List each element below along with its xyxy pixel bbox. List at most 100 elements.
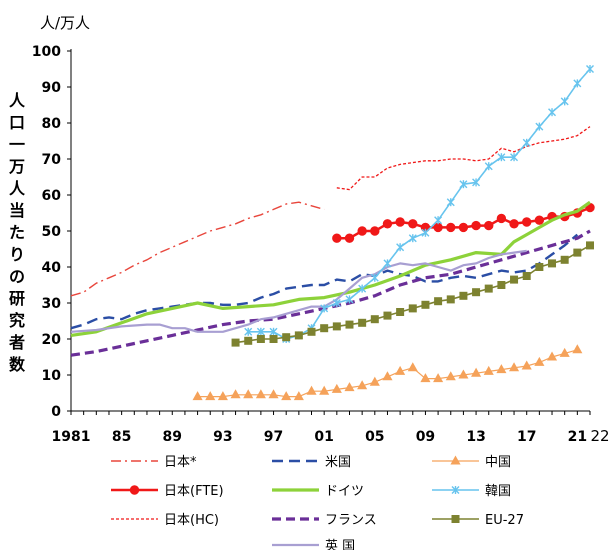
data-point-china: [508, 362, 520, 372]
series-eu27: [231, 241, 594, 347]
legend-item-us: 米国: [272, 455, 351, 470]
data-point-eu27: [573, 248, 582, 257]
series-line-us: [70, 233, 579, 330]
data-point-korea: [269, 327, 278, 336]
data-point-china: [192, 391, 203, 401]
data-point-korea: [548, 108, 557, 117]
data-point-china: [217, 391, 228, 401]
x-tick-label: 89: [163, 429, 182, 445]
x-tick-label: 09: [416, 429, 435, 445]
x-tick-label: 13: [466, 429, 485, 445]
data-point-eu27: [472, 288, 481, 297]
data-point-china: [331, 383, 342, 393]
data-point-japan_fte: [471, 220, 481, 231]
data-point-korea: [434, 216, 443, 225]
y-tick-label: 0: [51, 404, 61, 420]
data-point-china: [357, 380, 368, 390]
x-tick-label: 17: [517, 429, 536, 445]
y-tick-label: 40: [42, 260, 62, 276]
data-point-eu27: [535, 263, 544, 271]
data-point-china: [458, 369, 469, 379]
legend-marker-korea: [451, 486, 460, 494]
legend-item-uk: 英 国: [272, 539, 355, 550]
data-point-eu27: [446, 295, 455, 304]
data-point-china: [420, 373, 431, 383]
y-tick-label: 90: [42, 80, 62, 96]
data-point-eu27: [282, 333, 291, 342]
data-point-eu27: [510, 275, 519, 284]
data-point-korea: [244, 327, 253, 336]
data-point-korea: [370, 273, 379, 282]
legend-label-japan_fte: 日本(FTE): [164, 484, 224, 499]
x-tick-label: 05: [365, 429, 384, 445]
data-point-china: [496, 364, 507, 374]
data-point-china: [344, 382, 355, 392]
data-point-eu27: [396, 308, 405, 316]
data-point-eu27: [244, 336, 253, 345]
x-tick-label: 97: [264, 429, 283, 445]
data-point-korea: [396, 243, 405, 252]
data-point-korea: [256, 327, 265, 336]
data-point-china: [433, 373, 444, 383]
data-point-eu27: [408, 304, 417, 313]
legend-marker-japan_fte: [129, 485, 140, 495]
data-point-eu27: [269, 335, 278, 343]
series-uk: [70, 249, 527, 333]
y-axis-title: 人口一万人当たりの研究者数: [8, 91, 25, 374]
series-line-japan_star: [70, 201, 325, 297]
data-point-china: [243, 389, 254, 399]
series-us: [70, 233, 579, 330]
x-tick-label: 21: [568, 429, 587, 445]
data-point-china: [572, 344, 583, 354]
data-point-korea: [358, 284, 367, 293]
data-point-korea: [446, 198, 455, 207]
data-point-eu27: [320, 324, 329, 333]
y-tick-label: 80: [42, 116, 62, 132]
legend-label-china: 中国: [485, 455, 511, 470]
data-point-eu27: [434, 297, 443, 306]
series-germany: [70, 200, 591, 337]
x-tick-label: 1981: [52, 429, 91, 445]
legend-item-japan_star: 日本*: [111, 455, 197, 470]
series-line-korea: [248, 68, 591, 340]
data-point-china: [471, 367, 482, 377]
data-point-china: [559, 347, 570, 357]
data-point-eu27: [484, 284, 493, 293]
series-line-uk: [70, 249, 527, 333]
data-point-japan_fte: [382, 219, 393, 229]
legend-label-japan_hc: 日本(HC): [164, 513, 219, 528]
data-point-japan_fte: [357, 226, 367, 236]
data-point-korea: [522, 138, 531, 147]
data-point-japan_fte: [522, 217, 532, 227]
legend-item-japan_fte: 日本(FTE): [111, 484, 224, 499]
data-point-korea: [320, 304, 329, 313]
data-point-eu27: [586, 241, 594, 250]
data-point-china: [205, 391, 216, 401]
series-korea: [244, 65, 594, 343]
data-point-korea: [472, 178, 481, 187]
data-point-japan_fte: [496, 213, 507, 224]
data-point-china: [546, 351, 558, 361]
data-point-china: [268, 389, 279, 399]
data-point-china: [369, 376, 380, 386]
data-point-korea: [586, 65, 594, 73]
data-point-korea: [510, 153, 519, 162]
data-point-eu27: [332, 322, 341, 331]
data-point-korea: [345, 295, 354, 304]
legend-label-france: フランス: [325, 513, 377, 528]
data-point-eu27: [345, 320, 354, 329]
data-point-japan_fte: [332, 233, 342, 243]
legend-label-korea: 韓国: [485, 484, 511, 499]
data-point-eu27: [548, 259, 557, 268]
series-japan_fte: [332, 202, 595, 243]
y-tick-label: 70: [42, 152, 62, 168]
data-point-japan_fte: [344, 233, 355, 243]
series-japan_star: [70, 201, 325, 297]
data-point-japan_fte: [509, 219, 519, 229]
y-tick-label: 50: [42, 224, 62, 240]
y-tick-label: 30: [42, 296, 62, 312]
data-point-china: [306, 385, 317, 395]
data-point-eu27: [256, 335, 265, 343]
series-line-germany: [70, 200, 591, 337]
legend-marker-eu27: [451, 515, 460, 523]
